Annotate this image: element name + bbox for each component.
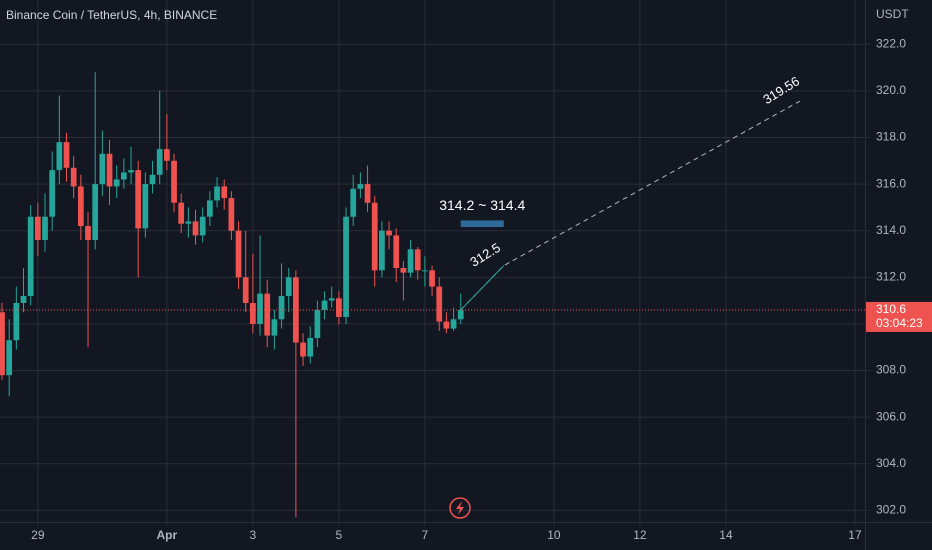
- candle-body: [199, 216, 206, 236]
- y-tick-label: 318.0: [876, 130, 906, 144]
- candle-body: [407, 249, 414, 273]
- candle-body: [99, 153, 106, 185]
- x-tick-label: 7: [422, 528, 429, 542]
- candle-body: [443, 321, 450, 329]
- candle-body: [92, 184, 99, 241]
- x-tick-label: 17: [848, 528, 862, 542]
- candle-body: [350, 188, 357, 217]
- candle-body: [264, 293, 271, 336]
- candle-body: [328, 298, 335, 301]
- y-tick-label: 312.0: [876, 269, 906, 283]
- candle-body: [429, 270, 435, 287]
- x-tick-label: 12: [633, 528, 647, 542]
- chart-title: Binance Coin / TetherUS, 4h, BINANCE: [6, 8, 217, 22]
- candle-body: [85, 226, 91, 241]
- candle-body: [163, 149, 170, 161]
- candle-body: [77, 186, 84, 227]
- candle-body: [285, 277, 292, 296]
- candle-body: [49, 170, 56, 217]
- candle-body: [156, 149, 163, 175]
- last-price-label: 310.6: [876, 302, 906, 316]
- alert-icon[interactable]: [449, 497, 471, 519]
- candle-body: [271, 319, 278, 336]
- candle-body: [293, 277, 299, 343]
- y-tick-label: 306.0: [876, 409, 906, 423]
- x-tick-label: 29: [31, 528, 45, 542]
- candle-body: [321, 300, 328, 310]
- candle-body: [393, 235, 400, 268]
- candle-body: [20, 295, 27, 303]
- y-tick-label: 322.0: [876, 36, 906, 50]
- candle-body: [185, 221, 192, 224]
- candle-body: [386, 230, 392, 236]
- candle-body: [278, 295, 285, 320]
- candle-body: [56, 142, 63, 171]
- candle-body: [414, 249, 421, 271]
- candle-body: [307, 337, 314, 357]
- candle-body: [300, 342, 306, 357]
- candle-body: [63, 142, 70, 168]
- candle-body: [128, 170, 134, 173]
- alert-circle: [449, 497, 471, 519]
- axis-unit: USDT: [876, 7, 909, 21]
- candle-body: [364, 184, 371, 203]
- candle-body: [149, 174, 156, 185]
- y-tick-label: 316.0: [876, 176, 906, 190]
- candle-body: [242, 277, 249, 303]
- candle-body: [192, 221, 199, 236]
- x-tick-label: 3: [250, 528, 257, 542]
- candle-body: [207, 200, 213, 217]
- candle-body: [171, 160, 177, 203]
- candle-body: [27, 216, 34, 296]
- projection-solid: [460, 265, 505, 311]
- y-tick-label: 304.0: [876, 456, 906, 470]
- alert-bolt: [456, 501, 464, 515]
- candle-body: [422, 270, 428, 272]
- y-tick-label: 308.0: [876, 363, 906, 377]
- candle-body: [142, 184, 149, 229]
- candle-body: [106, 153, 113, 187]
- candle-body: [113, 179, 120, 187]
- candle-body: [436, 286, 443, 322]
- candle-body: [314, 309, 321, 338]
- candle-body: [457, 309, 464, 320]
- last-price-box: [866, 301, 932, 332]
- candle-body: [120, 172, 127, 180]
- candle-body: [13, 302, 20, 341]
- x-tick-label: 10: [547, 528, 561, 542]
- candle-body: [228, 198, 235, 231]
- candle-body: [400, 267, 407, 273]
- candle-body: [221, 186, 228, 199]
- candle-body: [34, 216, 41, 241]
- candle-body: [42, 216, 48, 241]
- y-tick-label: 302.0: [876, 503, 906, 517]
- x-tick-label: 14: [719, 528, 733, 542]
- candle-body: [336, 298, 342, 317]
- y-tick-label: 314.0: [876, 223, 906, 237]
- range-label: 314.2 ~ 314.4: [439, 197, 525, 213]
- countdown-label: 03:04:23: [876, 316, 923, 330]
- candle-body: [450, 319, 457, 329]
- range-bar: [460, 220, 504, 228]
- candle-body: [343, 216, 349, 317]
- candle-body: [235, 230, 242, 278]
- candle-body: [70, 167, 77, 187]
- candle-body: [214, 186, 220, 201]
- candle-body: [250, 302, 256, 324]
- candle-body: [357, 184, 364, 189]
- y-tick-label: 320.0: [876, 83, 906, 97]
- candle-body: [371, 202, 378, 271]
- candle-body: [135, 170, 142, 229]
- x-tick-label: 5: [336, 528, 343, 542]
- candle-body: [6, 340, 13, 376]
- candle-body: [0, 312, 5, 376]
- candle-body: [257, 293, 263, 324]
- x-tick-label: Apr: [157, 528, 178, 542]
- candle-body: [178, 202, 185, 224]
- candle-body: [379, 230, 385, 271]
